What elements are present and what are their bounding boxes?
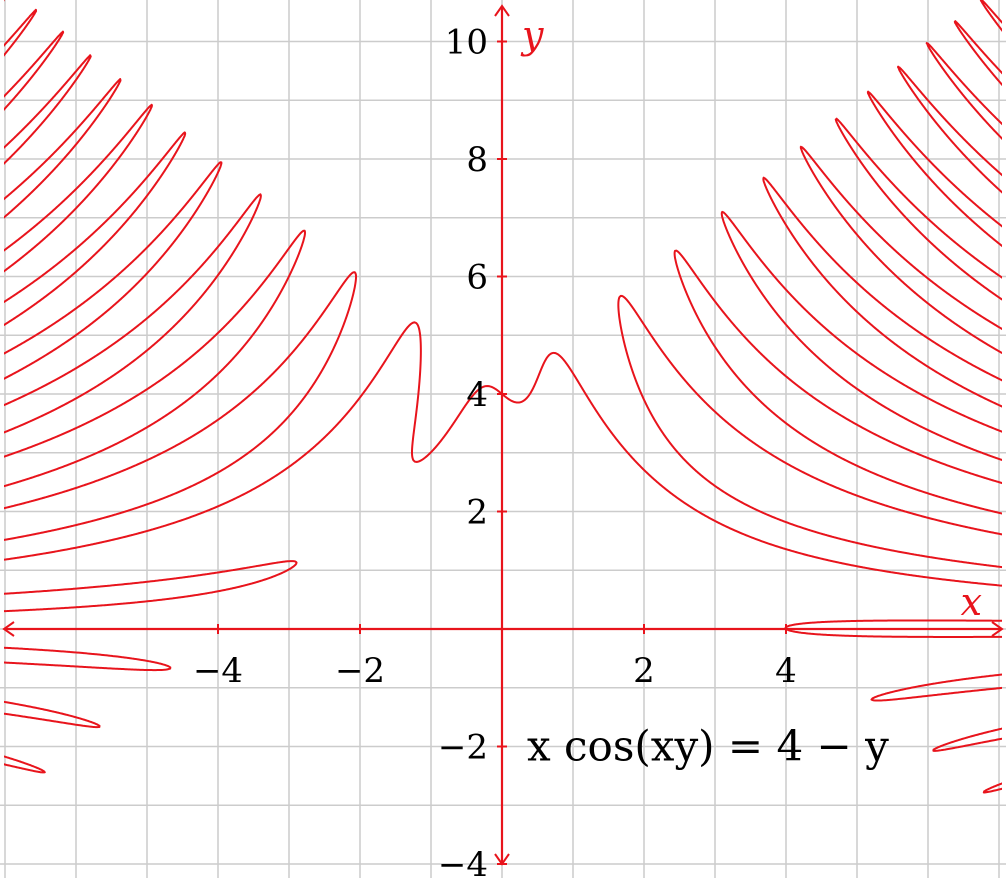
x-tick-label: 4	[775, 651, 797, 691]
x-tick-label: −2	[335, 651, 385, 691]
x-axis-label: x	[961, 580, 982, 624]
x-tick-label: −4	[193, 651, 243, 691]
y-tick-label: −4	[438, 845, 488, 878]
curve-series	[4, 0, 1002, 794]
x-tick-label: 2	[633, 651, 655, 691]
x-axis-arrow-right	[991, 621, 1004, 637]
axes	[2, 4, 1004, 866]
equation-annotation: x cos(xy) = 4 − y	[527, 722, 889, 771]
y-tick-label: 10	[445, 23, 488, 63]
y-axis-label: y	[520, 13, 544, 57]
series-line	[4, 0, 1002, 794]
y-tick-label: −2	[438, 728, 488, 768]
y-axis-arrow-top	[494, 4, 510, 17]
y-tick-label: 6	[466, 258, 488, 298]
y-tick-label: 4	[466, 375, 488, 415]
tick-labels: −4 −2 2 4 −4 −2 2 4 6 8 10	[193, 23, 797, 878]
x-axis-arrow-left	[2, 621, 15, 637]
y-tick-label: 2	[466, 493, 488, 533]
y-tick-label: 8	[466, 140, 488, 180]
